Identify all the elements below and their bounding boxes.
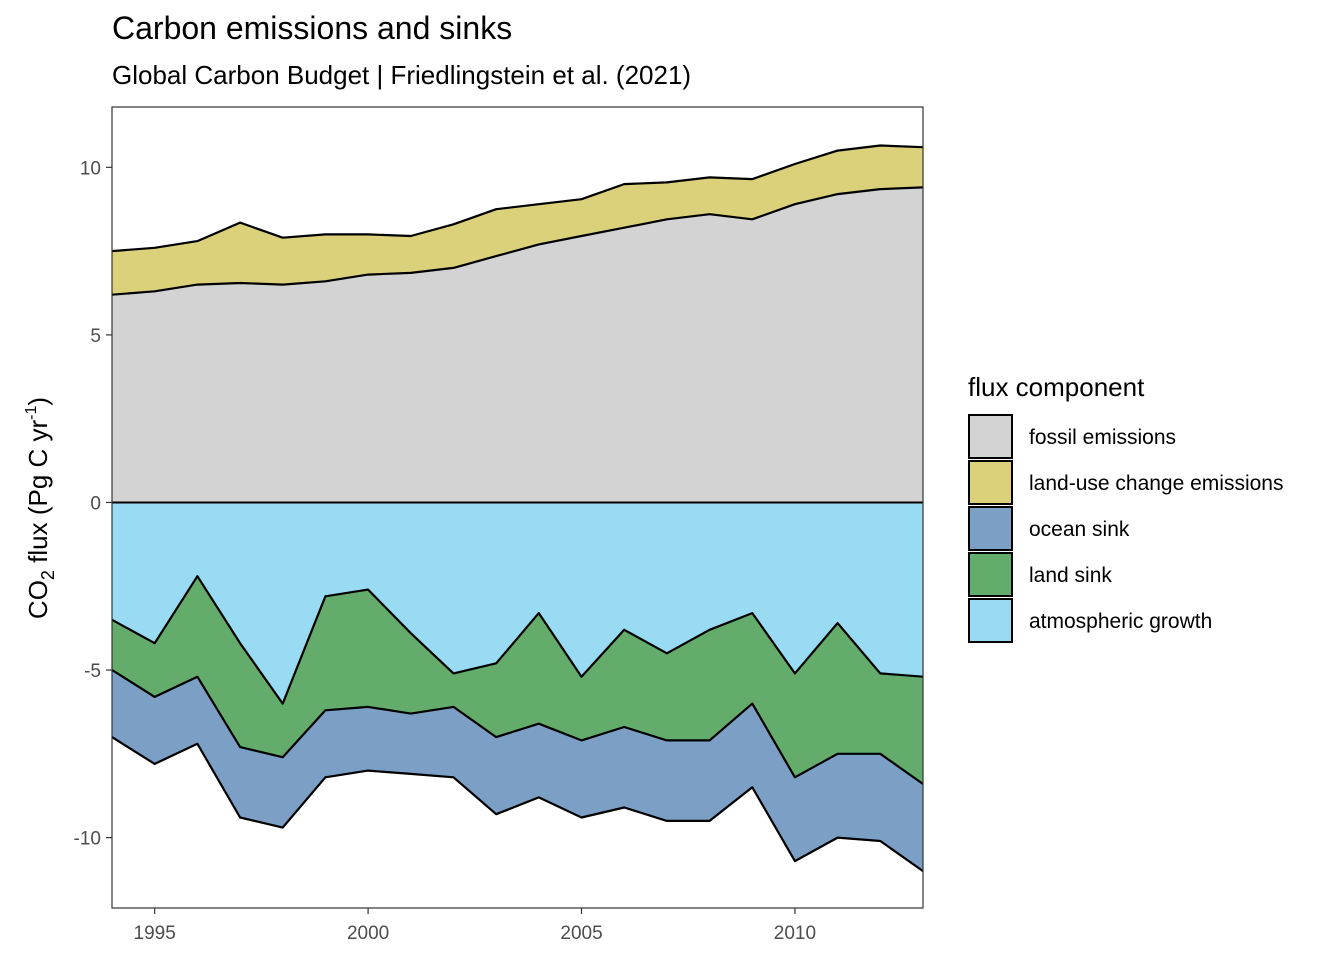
y-tick-label: 5 (90, 326, 101, 347)
area-ocean-sink (112, 670, 923, 872)
area-fossil-emissions (112, 187, 923, 503)
y-axis-title-mid: flux (Pg C yr (23, 419, 53, 570)
area-layer (111, 144, 924, 872)
legend-label-ocean-sink: ocean sink (1029, 518, 1130, 541)
legend-swatch-land-use-change-emissions (968, 460, 1013, 505)
legend-swatch-ocean-sink (968, 506, 1013, 551)
y-axis-title-superscript: -1 (23, 405, 40, 419)
x-tick-label: 2005 (560, 923, 602, 944)
outline-land-use-change-emissions (111, 144, 924, 253)
legend-label-atmospheric-growth: atmospheric growth (1029, 610, 1212, 633)
y-tick-label: 10 (80, 158, 101, 179)
y-axis-title-end: ) (23, 397, 53, 406)
legend-swatch-fossil-emissions (968, 414, 1013, 459)
x-axis: 1995 2000 2005 2010 (134, 908, 816, 944)
x-tick-label: 2000 (347, 923, 389, 944)
plot-panel-border (111, 106, 924, 909)
legend-swatch-atmospheric-growth (968, 598, 1013, 643)
area-atmospheric-growth (112, 502, 923, 704)
y-axis-title-main: CO (23, 580, 53, 619)
area-land-use-change-emissions (112, 145, 923, 295)
y-tick-label: -10 (74, 829, 101, 850)
outline-land-sink (111, 669, 924, 785)
legend-label-land-use-change-emissions: land-use change emissions (1029, 472, 1283, 495)
y-tick-label: -5 (84, 661, 101, 682)
y-axis-title: CO2 flux (Pg C yr-1) (23, 397, 58, 619)
legend-swatch-land-sink (968, 552, 1013, 597)
y-axis-title-subscript: 2 (38, 570, 58, 580)
chart-title: Carbon emissions and sinks (112, 10, 513, 46)
y-axis: -10 -5 0 5 10 (74, 158, 112, 850)
legend-title: flux component (968, 372, 1145, 402)
y-tick-label: 0 (90, 493, 101, 514)
legend-label-land-sink: land sink (1029, 564, 1112, 587)
x-tick-label: 2010 (774, 923, 816, 944)
outline-fossil-emissions (111, 186, 924, 296)
x-tick-label: 1995 (134, 923, 176, 944)
outline-atmospheric-growth (111, 575, 924, 705)
chart-subtitle: Global Carbon Budget | Friedlingstein et… (112, 60, 692, 90)
legend: fossil emissions land-use change emission… (968, 414, 1283, 643)
outline-ocean-sink (111, 736, 924, 872)
legend-label-fossil-emissions: fossil emissions (1029, 426, 1176, 449)
area-land-sink (112, 576, 923, 784)
